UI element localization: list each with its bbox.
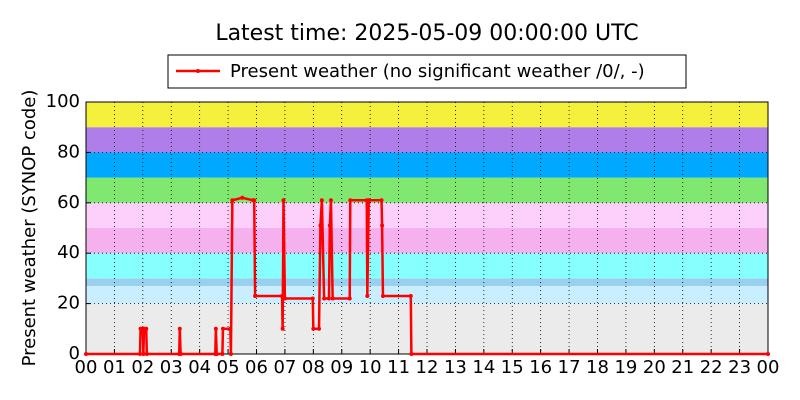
x-tick-label: 01 — [103, 357, 126, 378]
legend-label: Present weather (no significant weather … — [230, 61, 645, 82]
data-point — [348, 198, 353, 203]
x-tick-label: 04 — [188, 357, 211, 378]
data-point — [322, 296, 327, 301]
x-tick-label: 17 — [558, 357, 581, 378]
data-point — [214, 352, 219, 356]
data-point — [280, 326, 285, 331]
data-point — [380, 223, 385, 228]
data-point — [766, 352, 770, 356]
y-tick-label: 40 — [57, 242, 80, 263]
data-point — [252, 198, 257, 203]
data-point — [330, 296, 335, 301]
data-point — [317, 326, 322, 331]
data-point — [319, 198, 324, 203]
data-point — [230, 198, 235, 203]
x-tick-label: 03 — [160, 357, 183, 378]
data-point — [408, 294, 413, 299]
x-tick-label: 15 — [501, 357, 524, 378]
y-tick-label: 0 — [69, 343, 80, 364]
x-tick-label: 13 — [444, 357, 467, 378]
band — [86, 152, 768, 178]
legend-box — [167, 54, 687, 89]
x-tick-label: 22 — [700, 357, 723, 378]
data-point — [228, 352, 233, 356]
x-tick-label: 10 — [359, 357, 382, 378]
data-point — [281, 198, 286, 203]
data-line — [86, 196, 768, 356]
data-point — [84, 352, 88, 356]
x-tick-label: 21 — [671, 357, 694, 378]
y-axis-label: Present weather (SYNOP code) — [19, 90, 40, 367]
data-point — [380, 294, 385, 299]
x-tick-label: 00 — [757, 357, 780, 378]
data-point — [311, 326, 316, 331]
data-point — [213, 326, 218, 331]
legend-marker — [196, 69, 200, 73]
data-point — [141, 352, 146, 356]
x-tick-label: 05 — [217, 357, 240, 378]
data-point — [379, 198, 384, 203]
band — [86, 303, 768, 354]
x-tick-label: 08 — [302, 357, 325, 378]
data-point — [347, 296, 352, 301]
y-tick-label: 60 — [57, 192, 80, 213]
data-point — [178, 352, 183, 356]
data-point — [282, 296, 287, 301]
data-point — [220, 352, 225, 356]
data-point — [326, 296, 331, 301]
data-point — [253, 294, 258, 299]
data-point — [366, 198, 371, 203]
data-point — [318, 223, 323, 228]
chart-title: Latest time: 2025-05-09 00:00:00 UTC — [215, 21, 638, 46]
data-point — [365, 294, 370, 299]
x-tick-label: 16 — [529, 357, 552, 378]
x-tick-label: 11 — [387, 357, 410, 378]
x-tick-label: 07 — [273, 357, 296, 378]
x-tick-label: 06 — [245, 357, 268, 378]
data-point — [144, 352, 149, 356]
data-point — [220, 326, 225, 331]
x-tick-label: 02 — [131, 357, 154, 378]
x-tick-label: 20 — [643, 357, 666, 378]
x-tick-label: 00 — [75, 357, 98, 378]
data-point — [228, 326, 233, 331]
data-point — [137, 352, 142, 356]
x-tick-label: 18 — [586, 357, 609, 378]
x-tick-label: 14 — [472, 357, 495, 378]
band — [86, 228, 768, 254]
band — [86, 127, 768, 153]
y-tick-label: 80 — [57, 141, 80, 162]
x-tick-label: 09 — [330, 357, 353, 378]
data-point — [144, 326, 149, 331]
data-point — [409, 352, 414, 356]
x-tick-label: 12 — [416, 357, 439, 378]
data-point — [280, 294, 285, 299]
data-point — [240, 195, 245, 200]
data-point — [177, 326, 182, 331]
data-point — [327, 223, 332, 228]
y-tick-label: 20 — [57, 293, 80, 314]
x-tick-label: 23 — [728, 357, 751, 378]
y-tick-label: 100 — [46, 91, 80, 112]
data-point — [328, 198, 333, 203]
data-point — [310, 296, 315, 301]
x-tick-label: 19 — [614, 357, 637, 378]
